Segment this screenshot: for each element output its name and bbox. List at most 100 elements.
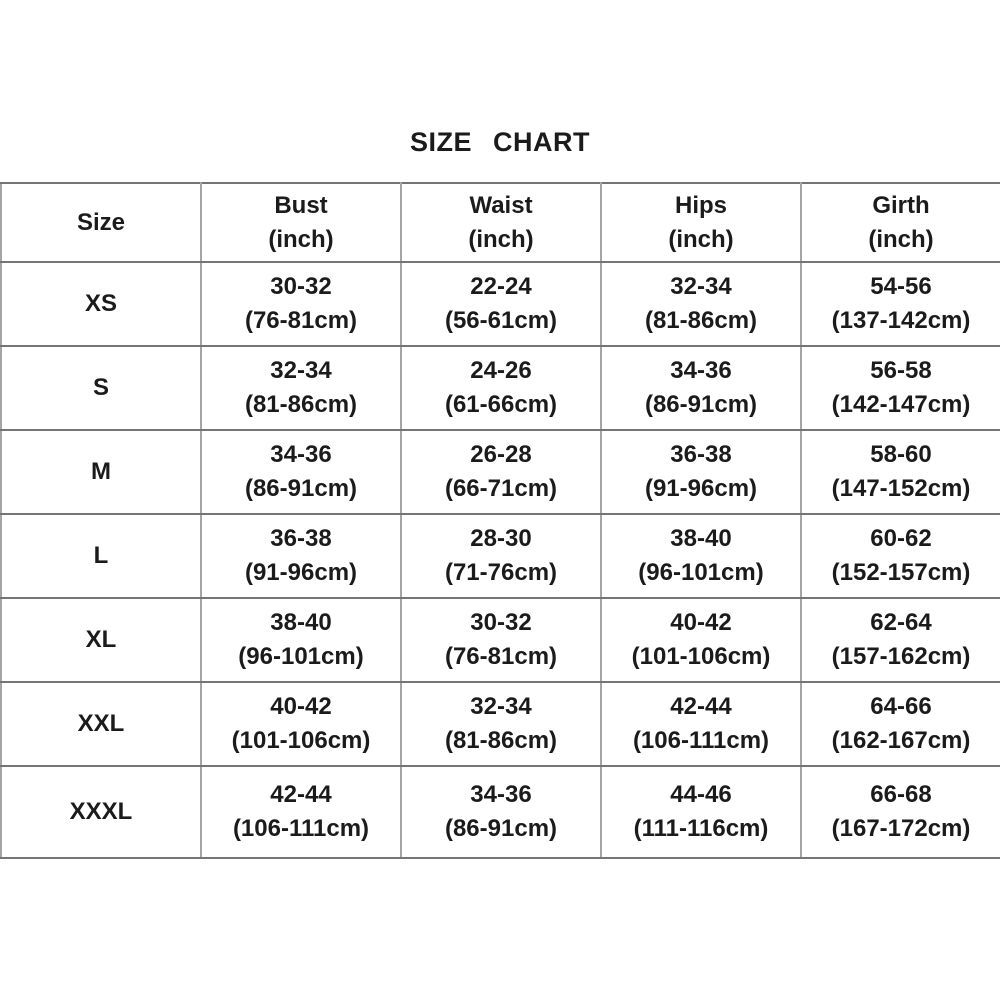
hips-inch-value: 38-40 xyxy=(670,525,732,552)
girth-cell: 60-62 (152-157cm) xyxy=(800,513,1000,599)
table-row-xs: XS 30-32 (76-81cm) 22-24 (56-61cm) 32-34 (81-8… xyxy=(0,261,1000,347)
table-row-xxl: XXL 40-42 (101-106cm) 32-34 (81-86cm) 42-44 (1… xyxy=(0,681,1000,767)
bust-cell: 36-38 (91-96cm) xyxy=(200,513,402,599)
waist-cell: 32-34 (81-86cm) xyxy=(400,681,602,767)
column-header-hips: Hips (inch) xyxy=(600,182,802,263)
size-label: L xyxy=(93,542,109,569)
waist-cm-value: (81-86cm) xyxy=(444,727,558,754)
hips-inch-value: 44-46 xyxy=(670,781,732,808)
column-unit: (inch) xyxy=(468,225,534,253)
waist-cell: 34-36 (86-91cm) xyxy=(400,765,602,859)
bust-cell: 32-34 (81-86cm) xyxy=(200,345,402,431)
waist-cm-value: (86-91cm) xyxy=(444,815,558,842)
bust-cm-value: (91-96cm) xyxy=(244,559,358,586)
girth-cm-value: (152-157cm) xyxy=(831,559,971,586)
column-header-girth: Girth (inch) xyxy=(800,182,1000,263)
girth-cm-value: (147-152cm) xyxy=(831,475,971,502)
size-label: XXXL xyxy=(69,798,133,825)
bust-inch-value: 38-40 xyxy=(270,609,332,636)
table-row-s: S 32-34 (81-86cm) 24-26 (61-66cm) 34-36 (86-91… xyxy=(0,345,1000,431)
girth-cell: 66-68 (167-172cm) xyxy=(800,765,1000,859)
bust-inch-value: 34-36 xyxy=(270,441,332,468)
hips-cell: 38-40 (96-101cm) xyxy=(600,513,802,599)
hips-cell: 34-36 (86-91cm) xyxy=(600,345,802,431)
waist-inch-value: 28-30 xyxy=(470,525,532,552)
table-header: Size Bust (inch) Waist (inch) Hips (inch) Girth… xyxy=(0,182,1000,263)
column-header-bust: Bust (inch) xyxy=(200,182,402,263)
column-label: Bust xyxy=(274,191,328,219)
hips-cm-value: (101-106cm) xyxy=(631,643,771,670)
hips-inch-value: 42-44 xyxy=(670,693,732,720)
bust-inch-value: 42-44 xyxy=(270,781,332,808)
waist-inch-value: 26-28 xyxy=(470,441,532,468)
bust-cm-value: (101-106cm) xyxy=(231,727,371,754)
size-label: M xyxy=(91,458,111,485)
hips-inch-value: 36-38 xyxy=(670,441,732,468)
table-row-m: M 34-36 (86-91cm) 26-28 (66-71cm) 36-38 (91-96… xyxy=(0,429,1000,515)
column-label: Size xyxy=(76,208,126,236)
size-cell: XS xyxy=(0,261,202,347)
column-unit: (inch) xyxy=(868,225,934,253)
girth-inch-value: 60-62 xyxy=(870,525,932,552)
bust-cell: 34-36 (86-91cm) xyxy=(200,429,402,515)
waist-cm-value: (66-71cm) xyxy=(444,475,558,502)
column-label: Hips xyxy=(674,191,727,219)
girth-inch-value: 58-60 xyxy=(870,441,932,468)
size-cell: M xyxy=(0,429,202,515)
page-title: SIZE CHART xyxy=(410,127,590,157)
size-cell: S xyxy=(0,345,202,431)
bust-cell: 42-44 (106-111cm) xyxy=(200,765,402,859)
girth-inch-value: 62-64 xyxy=(870,609,932,636)
bust-inch-value: 36-38 xyxy=(270,525,332,552)
girth-cm-value: (167-172cm) xyxy=(831,815,971,842)
size-cell: XXXL xyxy=(0,765,202,859)
size-cell: XXL xyxy=(0,681,202,767)
hips-cm-value: (106-111cm) xyxy=(632,727,770,754)
size-cell: XL xyxy=(0,597,202,683)
hips-inch-value: 34-36 xyxy=(670,357,732,384)
bust-inch-value: 32-34 xyxy=(270,357,332,384)
waist-cell: 30-32 (76-81cm) xyxy=(400,597,602,683)
column-header-waist: Waist (inch) xyxy=(400,182,602,263)
header-row: Size Bust (inch) Waist (inch) Hips (inch) Girth… xyxy=(0,182,1000,263)
waist-inch-value: 30-32 xyxy=(470,609,532,636)
hips-inch-value: 32-34 xyxy=(670,273,732,300)
girth-cell: 56-58 (142-147cm) xyxy=(800,345,1000,431)
girth-inch-value: 66-68 xyxy=(870,781,932,808)
column-label: Girth xyxy=(872,191,930,219)
bust-cell: 30-32 (76-81cm) xyxy=(200,261,402,347)
bust-cell: 38-40 (96-101cm) xyxy=(200,597,402,683)
girth-cell: 64-66 (162-167cm) xyxy=(800,681,1000,767)
girth-inch-value: 64-66 xyxy=(870,693,932,720)
waist-cm-value: (71-76cm) xyxy=(444,559,558,586)
waist-inch-value: 24-26 xyxy=(470,357,532,384)
waist-cell: 24-26 (61-66cm) xyxy=(400,345,602,431)
hips-cm-value: (81-86cm) xyxy=(644,307,758,334)
girth-cm-value: (137-142cm) xyxy=(831,307,971,334)
girth-cm-value: (157-162cm) xyxy=(831,643,971,670)
column-unit: (inch) xyxy=(668,225,734,253)
bust-cm-value: (106-111cm) xyxy=(232,815,370,842)
size-label: S xyxy=(92,374,109,401)
bust-cm-value: (76-81cm) xyxy=(244,307,358,334)
table-row-xxxl: XXXL 42-44 (106-111cm) 34-36 (86-91cm) 44-46 (… xyxy=(0,765,1000,859)
bust-cm-value: (96-101cm) xyxy=(238,643,364,670)
hips-cell: 32-34 (81-86cm) xyxy=(600,261,802,347)
table-row-xl: XL 38-40 (96-101cm) 30-32 (76-81cm) 40-42 (101… xyxy=(0,597,1000,683)
hips-cell: 42-44 (106-111cm) xyxy=(600,681,802,767)
bust-cm-value: (86-91cm) xyxy=(244,475,358,502)
size-label: XL xyxy=(85,626,117,653)
girth-inch-value: 54-56 xyxy=(870,273,932,300)
girth-cell: 62-64 (157-162cm) xyxy=(800,597,1000,683)
hips-cell: 40-42 (101-106cm) xyxy=(600,597,802,683)
waist-inch-value: 34-36 xyxy=(470,781,532,808)
bust-inch-value: 40-42 xyxy=(270,693,332,720)
hips-cm-value: (86-91cm) xyxy=(644,391,758,418)
size-chart-table: Size Bust (inch) Waist (inch) Hips (inch) Girth… xyxy=(0,182,1000,859)
girth-cm-value: (142-147cm) xyxy=(831,391,971,418)
size-cell: L xyxy=(0,513,202,599)
column-unit: (inch) xyxy=(268,225,334,253)
girth-inch-value: 56-58 xyxy=(870,357,932,384)
girth-cell: 54-56 (137-142cm) xyxy=(800,261,1000,347)
